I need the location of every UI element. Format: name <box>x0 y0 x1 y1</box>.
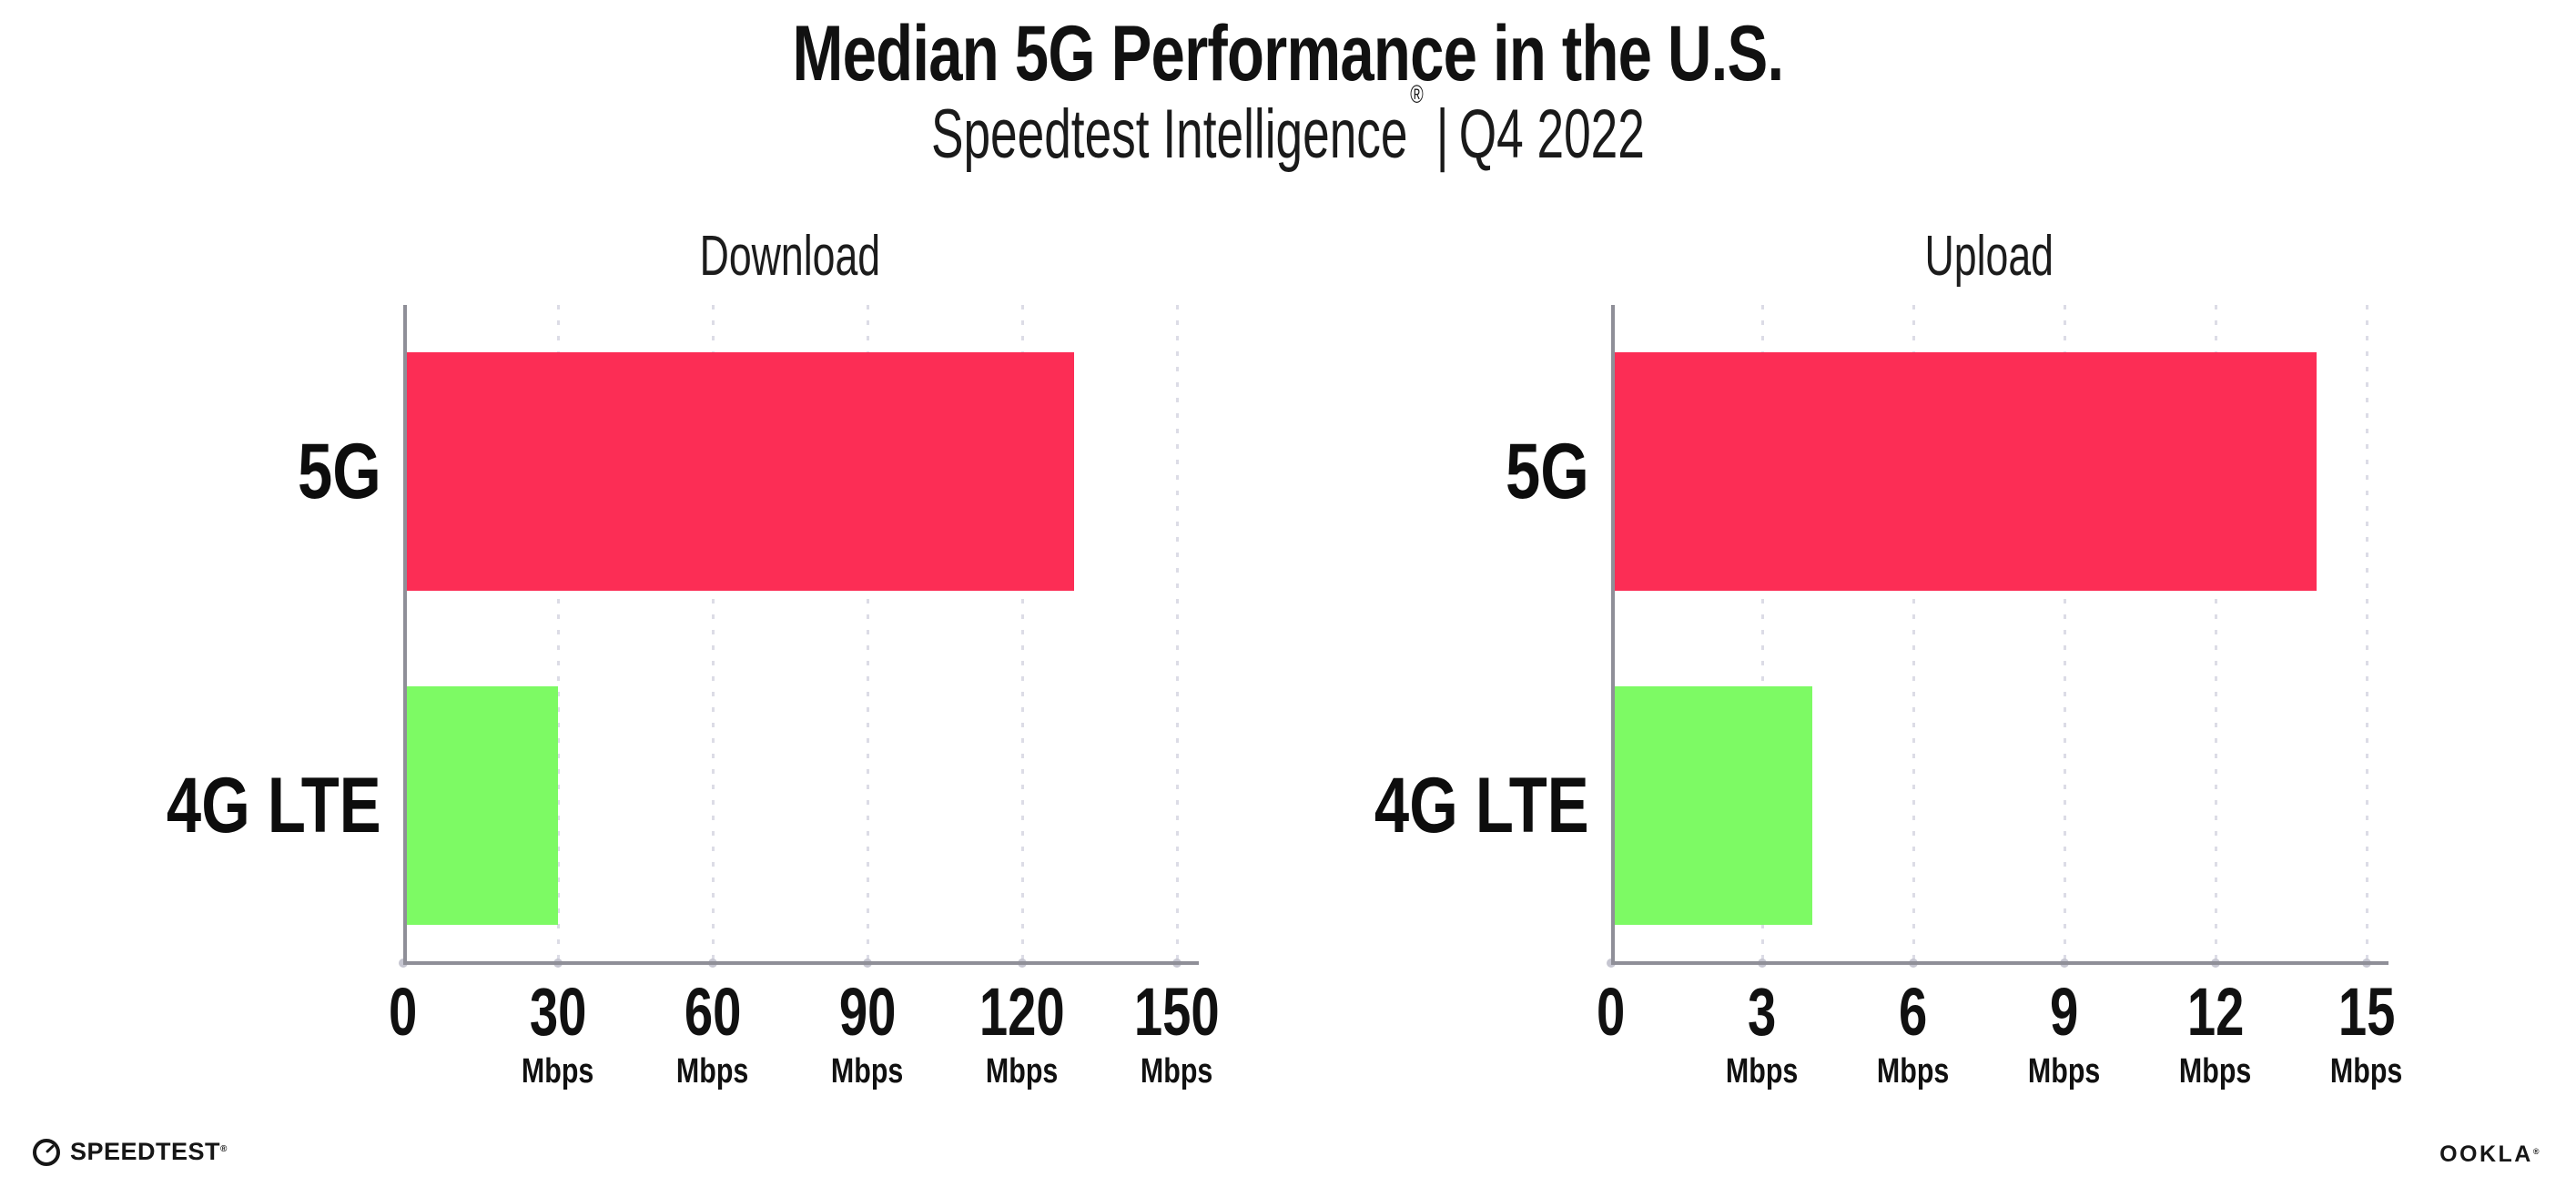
gauge-needle-icon <box>45 1143 55 1153</box>
upload-chart: Upload 0 3 Mbps 6 Mbps 9 Mbps 12 Mbps 15 Mbps 5G 4G … <box>1374 228 2403 1090</box>
bar-5g <box>407 352 1074 591</box>
gridline-60 <box>711 305 715 961</box>
gridline-12 <box>2214 305 2217 961</box>
bar-4g-lte <box>1615 686 1813 925</box>
registered-mark: ® <box>2532 1147 2541 1156</box>
tick-value: 0 <box>1597 974 1626 1050</box>
gridline-120 <box>1020 305 1024 961</box>
x-tick-label-3: 3 Mbps <box>1662 974 1862 1090</box>
bar-4g-lte <box>407 686 558 925</box>
download-plot-area: 0 30 Mbps 60 Mbps 90 Mbps 120 Mbps 150 Mbps 5G 4G LT… <box>167 305 1220 1089</box>
upload-chart-title: Upload <box>1924 225 2054 288</box>
x-tick-label-0: 0 <box>303 979 503 1046</box>
page-subtitle: Speedtest Intelligence® | Q4 2022 <box>0 80 2576 174</box>
speedtest-logo-text: SPEEDTEST® <box>70 1138 228 1165</box>
tick-value: 150 <box>1134 974 1220 1050</box>
tick-value: 0 <box>389 974 418 1050</box>
category-label-4g-lte: 4G LTE <box>1374 762 1589 849</box>
tick-value: 3 <box>1748 974 1777 1050</box>
tick-unit: Mbps <box>831 1052 904 1090</box>
subtitle-separator: | <box>1435 96 1449 173</box>
x-axis-line <box>1611 961 2388 965</box>
gridline-150 <box>1175 305 1179 961</box>
tick-value: 15 <box>2338 974 2396 1050</box>
tick-value: 120 <box>979 974 1065 1050</box>
x-tick-label-30: 30 Mbps <box>458 974 658 1090</box>
tick-value: 12 <box>2186 974 2245 1050</box>
registered-mark: ® <box>220 1144 228 1154</box>
x-tick-label-9: 9 Mbps <box>1964 974 2165 1090</box>
x-tick-label-15: 15 Mbps <box>2267 974 2467 1090</box>
tick-unit: Mbps <box>2028 1052 2101 1090</box>
gridline-90 <box>866 305 869 961</box>
bar-5g <box>1615 352 2317 591</box>
tick-unit: Mbps <box>1877 1052 1950 1090</box>
tick-unit: Mbps <box>986 1052 1059 1090</box>
registered-mark: ® <box>1410 79 1424 108</box>
tick-value: 6 <box>1899 974 1928 1050</box>
gridline-15 <box>2365 305 2368 961</box>
gridline-30 <box>556 305 560 961</box>
tick-unit: Mbps <box>676 1052 749 1090</box>
x-tick-label-12: 12 Mbps <box>2115 974 2316 1090</box>
tick-value: 30 <box>529 974 587 1050</box>
page-title: Median 5G Performance in the U.S. <box>792 10 1785 97</box>
x-tick-label-150: 150 Mbps <box>1077 974 1277 1090</box>
x-tick-label-6: 6 Mbps <box>1813 974 2013 1090</box>
gauge-icon <box>33 1138 60 1166</box>
tick-unit: Mbps <box>2179 1052 2252 1090</box>
gridline-9 <box>2063 305 2066 961</box>
category-label-5g: 5G <box>1506 428 1589 515</box>
tick-value: 9 <box>2050 974 2079 1050</box>
upload-plot-area: 0 3 Mbps 6 Mbps 9 Mbps 12 Mbps 15 Mbps 5G 4G LTE <box>1374 305 2403 1089</box>
gridline-6 <box>1912 305 1915 961</box>
category-label-5g: 5G <box>298 428 381 515</box>
tick-value: 60 <box>684 974 742 1050</box>
tick-unit: Mbps <box>1141 1052 1213 1090</box>
y-axis-line <box>403 305 407 965</box>
x-tick-label-120: 120 Mbps <box>922 974 1122 1090</box>
speedtest-logo: SPEEDTEST® <box>33 1138 228 1166</box>
category-label-4g-lte: 4G LTE <box>167 762 381 849</box>
x-tick-label-90: 90 Mbps <box>767 974 968 1090</box>
tick-unit: Mbps <box>2330 1052 2403 1090</box>
x-tick-label-60: 60 Mbps <box>613 974 813 1090</box>
x-tick-label-0: 0 <box>1511 979 1711 1046</box>
tick-value: 90 <box>838 974 897 1050</box>
subtitle-period: Q4 2022 <box>1458 96 1645 173</box>
gridline-3 <box>1760 305 1764 961</box>
y-axis-line <box>1611 305 1615 965</box>
tick-unit: Mbps <box>522 1052 594 1090</box>
x-axis-line <box>403 961 1199 965</box>
ookla-logo: OOKLA® <box>2439 1141 2541 1167</box>
download-chart-title: Download <box>699 225 881 288</box>
download-chart: Download 0 30 Mbps 60 Mbps 90 Mbps 120 Mbps 150 Mb… <box>167 228 1220 1090</box>
subtitle-brand: Speedtest Intelligence <box>931 96 1408 173</box>
tick-unit: Mbps <box>1726 1052 1799 1090</box>
